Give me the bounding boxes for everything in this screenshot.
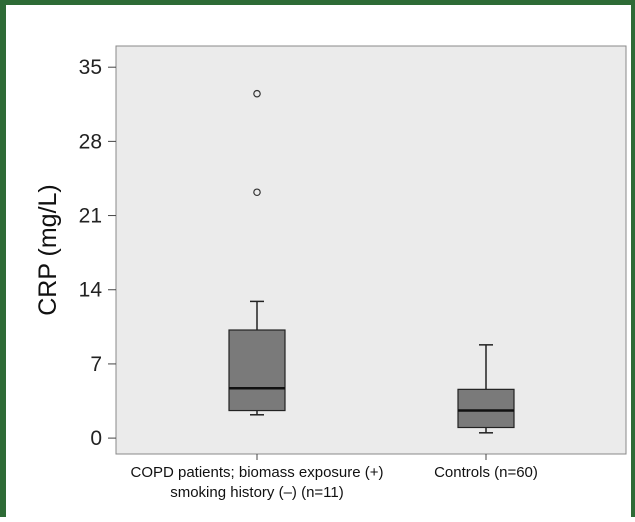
- y-axis: 0 7 14 21 28 35: [79, 56, 116, 450]
- y-tick-label: 21: [79, 205, 102, 228]
- boxes: [228, 89, 515, 434]
- box-plot-chart: 0 7 14 21 28 35 COPD patients; biomass exposu…: [34, 45, 627, 501]
- y-tick-label: 28: [79, 130, 102, 153]
- plot-area: [115, 45, 627, 455]
- box-iqr: [457, 388, 515, 429]
- category-label: Controls (n=60): [434, 464, 538, 481]
- y-tick-label: 7: [90, 353, 102, 376]
- outlier-point: [253, 188, 261, 197]
- y-axis-label: CRP (mg/L): [34, 184, 62, 316]
- y-tick-label: 35: [79, 56, 102, 79]
- y-tick-label: 14: [79, 279, 103, 302]
- x-axis-labels: COPD patients; biomass exposure (+) smoki…: [130, 454, 538, 501]
- y-tick-label: 0: [90, 427, 102, 450]
- outlier-point: [253, 89, 261, 98]
- category-label: COPD patients; biomass exposure (+): [130, 464, 383, 481]
- box-iqr: [228, 329, 286, 412]
- category-label: smoking history (–) (n=11): [170, 484, 344, 501]
